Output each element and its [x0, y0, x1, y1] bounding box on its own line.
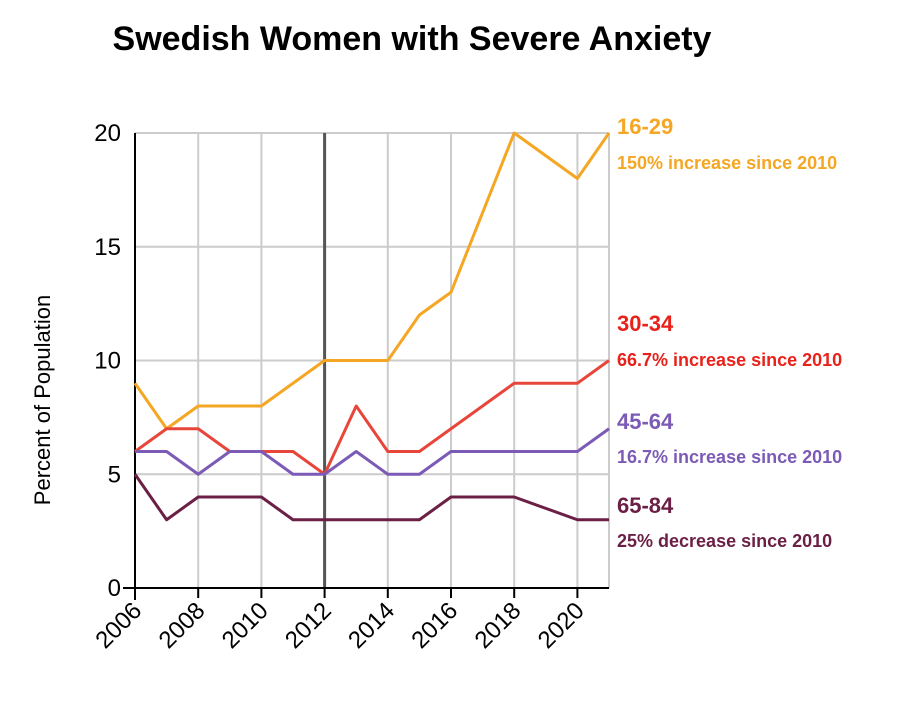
series-label: 45-64	[617, 409, 674, 434]
y-tick-label: 15	[94, 234, 121, 261]
y-tick-label: 20	[94, 120, 121, 147]
series-line-65-84	[133, 473, 609, 522]
x-tick-label: 2016	[406, 597, 463, 654]
series-annotations: 16-29 150% increase since 2010 30-34 66.7% …	[617, 114, 842, 551]
y-tick-label: 10	[94, 348, 121, 375]
x-tick-label: 2010	[217, 597, 274, 654]
y-tick-label: 0	[108, 575, 121, 602]
y-axis-label: Percent of Population	[30, 295, 55, 505]
series-annotation: 25% decrease since 2010	[617, 531, 832, 551]
series-line-30-34	[134, 359, 610, 476]
x-tick-label: 2008	[154, 597, 211, 654]
series-line-16-29	[133, 131, 611, 431]
y-tick-label: 5	[108, 461, 121, 488]
series-label: 65-84	[617, 493, 674, 518]
axes: 0 5 10 15 20 2006 2008 2010 2012 2014 2016 2018 2020	[90, 120, 609, 654]
x-tick-label: 2018	[470, 597, 527, 654]
x-tick-label: 2020	[533, 597, 590, 654]
series-annotation: 16.7% increase since 2010	[617, 447, 842, 467]
series-label: 30-34	[617, 311, 674, 336]
series-line-45-64	[135, 427, 610, 476]
x-tick-label: 2012	[280, 597, 337, 654]
series-annotation: 66.7% increase since 2010	[617, 350, 842, 370]
series-label: 16-29	[617, 114, 673, 139]
chart-title: Swedish Women with Severe Anxiety	[113, 20, 712, 58]
x-tick-label: 2014	[343, 597, 400, 654]
series-lines	[133, 131, 611, 522]
series-annotation: 150% increase since 2010	[617, 153, 837, 173]
x-tick-label: 2006	[90, 597, 147, 654]
